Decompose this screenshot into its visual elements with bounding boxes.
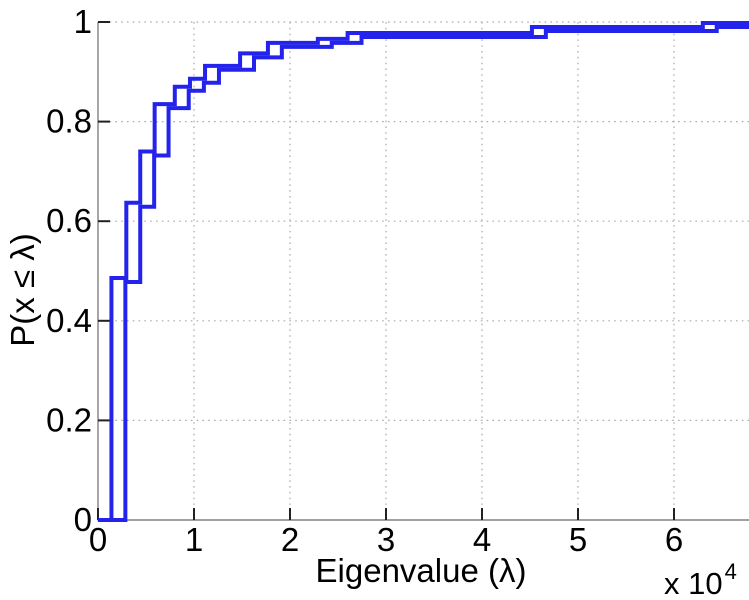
y-tick-label: 0 — [74, 501, 92, 538]
ecdf-curve-2 — [98, 24, 749, 522]
x-tick-label: 1 — [185, 521, 203, 558]
x-tick-label: 2 — [281, 521, 299, 558]
x-tick-label: 3 — [377, 521, 395, 558]
axis-lines — [97, 22, 749, 521]
x-tick-label: 0 — [89, 521, 107, 558]
y-tick-label: 0.8 — [46, 103, 92, 140]
x-axis-multiplier: x 104 — [664, 559, 737, 600]
x-axis-label: Eigenvalue (λ) — [316, 552, 527, 589]
y-axis-label: P(x ≤ λ) — [4, 233, 41, 346]
x-axis-multiplier-exponent: 4 — [725, 559, 737, 584]
ecdf-curve-1 — [98, 20, 749, 522]
x-tick-label: 6 — [665, 521, 683, 558]
y-tick-label: 0.2 — [46, 401, 92, 438]
y-tick-label: 0.4 — [46, 302, 92, 339]
x-tick-label: 5 — [569, 521, 587, 558]
x-tick-label: 4 — [473, 521, 491, 558]
y-tick-label: 1 — [74, 3, 92, 40]
y-tick-label: 0.6 — [46, 202, 92, 239]
